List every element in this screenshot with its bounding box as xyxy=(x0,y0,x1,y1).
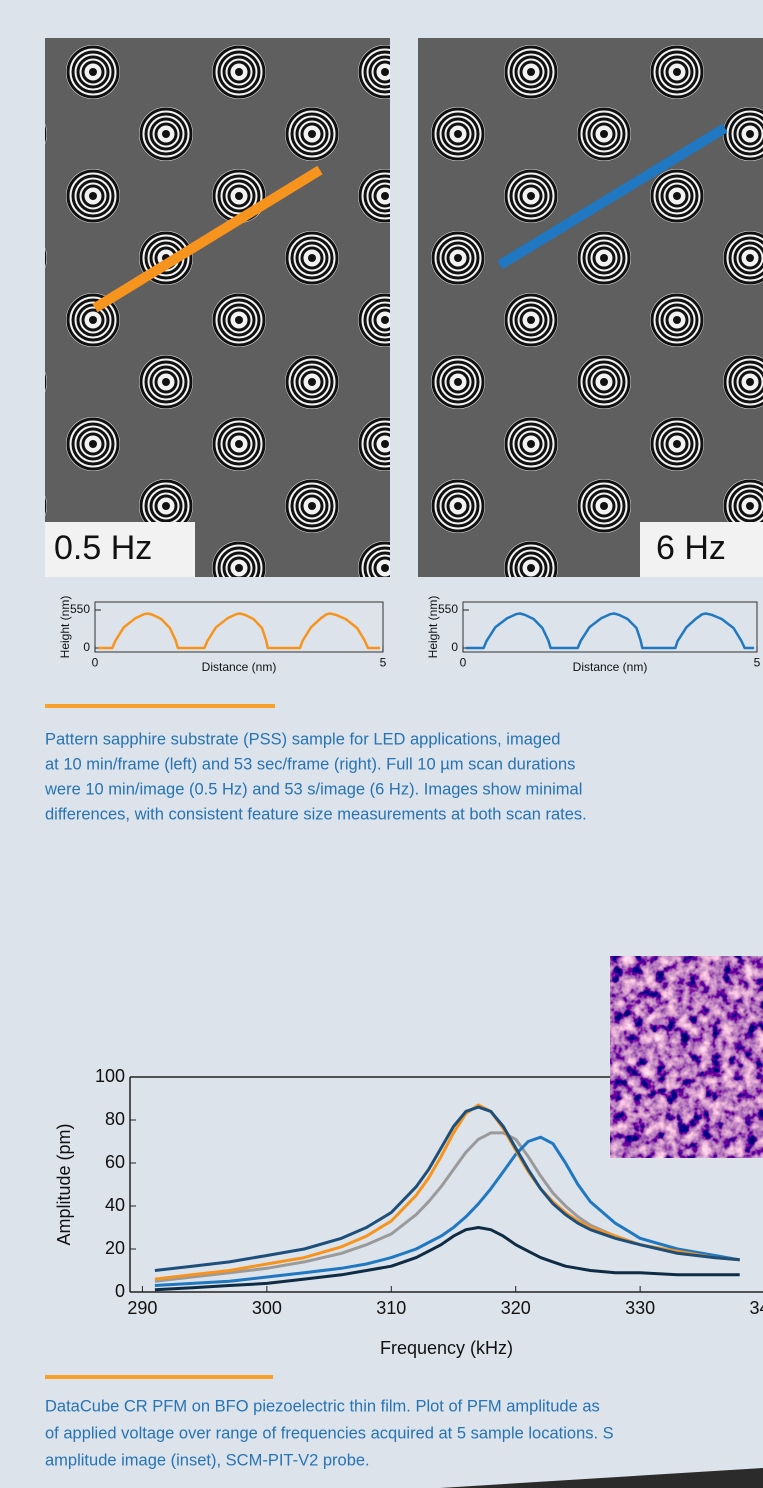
x-tick-label: 5 xyxy=(754,656,761,670)
plot-frame xyxy=(463,602,757,652)
page-canvas: 0.5 Hz 6 Hz 0 20 40 60 80 100 290 300 310 320 330 3… xyxy=(0,0,763,1488)
y-tick-label: 0 xyxy=(115,1281,125,1301)
y-tick-label: 100 xyxy=(95,1066,125,1086)
caption-line: DataCube CR PFM on BFO piezoelectric thi… xyxy=(45,1397,600,1415)
caption-line: at 10 min/frame (left) and 53 sec/frame … xyxy=(45,755,575,773)
data-line xyxy=(155,1137,740,1285)
caption-line: of applied voltage over range of frequen… xyxy=(45,1424,614,1442)
x-axis-label: Distance (nm) xyxy=(573,660,648,674)
y-tick-label: 0 xyxy=(451,640,458,654)
x-tick-label: 5 xyxy=(380,656,387,670)
x-tick-label: 300 xyxy=(252,1298,282,1318)
divider xyxy=(45,704,275,708)
corner-decoration xyxy=(440,1468,763,1488)
caption-line: Pattern sapphire substrate (PSS) sample … xyxy=(45,730,560,748)
plot-frame xyxy=(95,602,383,652)
x-tick-label: 0 xyxy=(460,656,467,670)
x-tick-label: 290 xyxy=(127,1298,157,1318)
y-tick-label: 550 xyxy=(438,602,458,616)
y-axis-label: Height (nm) xyxy=(58,596,72,659)
x-tick-label: 310 xyxy=(376,1298,406,1318)
scan-rate-label: 0.5 Hz xyxy=(54,529,152,567)
x-tick-label: 0 xyxy=(92,656,99,670)
y-tick-label: 0 xyxy=(83,640,90,654)
divider xyxy=(45,1375,273,1379)
y-tick-label: 20 xyxy=(105,1238,125,1258)
inset-image xyxy=(610,956,763,1158)
y-tick-label: 60 xyxy=(105,1152,125,1172)
data-line xyxy=(466,614,754,649)
page: {"panels":[{"label":"0.5 Hz"},{"label":"… xyxy=(0,0,763,1488)
y-tick-label: 40 xyxy=(105,1195,125,1215)
x-axis-label: Frequency (kHz) xyxy=(380,1338,513,1358)
y-axis-label: Amplitude (pm) xyxy=(54,1123,74,1245)
y-tick-label: 550 xyxy=(70,602,90,616)
scan-rate-label: 6 Hz xyxy=(656,529,726,567)
caption-line: were 10 min/image (0.5 Hz) and 53 s/imag… xyxy=(44,780,582,798)
afm-image-right xyxy=(418,38,763,577)
x-tick-label: 330 xyxy=(625,1298,655,1318)
x-tick-label: 340 xyxy=(750,1298,763,1318)
data-line xyxy=(98,614,380,649)
caption-line: amplitude image (inset), SCM-PIT-V2 prob… xyxy=(45,1451,370,1469)
y-axis-label: Height (nm) xyxy=(426,596,440,659)
x-axis-label: Distance (nm) xyxy=(202,660,277,674)
caption-line: differences, with consistent feature siz… xyxy=(45,805,587,823)
x-tick-label: 320 xyxy=(501,1298,531,1318)
y-tick-label: 80 xyxy=(105,1109,125,1129)
